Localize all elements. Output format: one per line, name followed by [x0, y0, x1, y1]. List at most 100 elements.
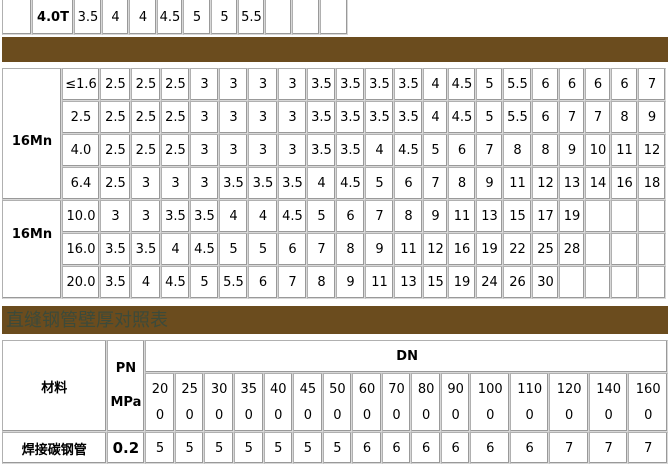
value-cell: 2.5 — [161, 68, 190, 101]
value-cell: 5 — [263, 432, 294, 464]
dn-value-line1: 50 — [329, 381, 346, 397]
value-cell: 15 — [503, 200, 532, 233]
mpa-label: MPa — [110, 395, 142, 410]
value-cell: 4 — [365, 134, 394, 167]
value-cell: 3 — [219, 68, 248, 101]
value-cell: 3.5 — [394, 101, 423, 134]
dn-value-line2: 0 — [274, 407, 283, 423]
value-cell: 3.5 — [307, 134, 336, 167]
dn-value-cell: 70 0 — [381, 373, 412, 432]
value-cell: 3.5 — [307, 68, 336, 101]
value-cell — [611, 266, 638, 299]
value-cell: 26 — [503, 266, 532, 299]
dn-value-cell: 80 0 — [411, 373, 441, 432]
value-cell: 2.5 — [131, 134, 161, 167]
value-cell: 3.5 — [336, 134, 365, 167]
pn-cell: 16.0 — [62, 233, 100, 266]
value-cell: 4.5 — [190, 233, 219, 266]
value-cell: 5.5 — [503, 101, 532, 134]
value-cell — [585, 266, 611, 299]
pn-header: PN MPa — [106, 340, 146, 432]
dn-value-line2: 0 — [421, 407, 431, 423]
value-cell: 3 — [248, 134, 278, 167]
dn-value-line1: 35 — [240, 381, 258, 397]
value-cell: 2.5 — [100, 134, 131, 167]
value-cell: 2.5 — [161, 101, 190, 134]
value-cell: 11 — [503, 167, 532, 200]
value-cell: 3 — [278, 134, 307, 167]
dn-value-line2: 0 — [525, 407, 534, 423]
value-cell: 5 — [204, 432, 234, 464]
value-cell: 4.5 — [161, 266, 190, 299]
value-cell: 22 — [503, 233, 532, 266]
value-cell: 7 — [476, 134, 503, 167]
value-cell: 3.5 — [365, 68, 394, 101]
value-cell — [638, 266, 666, 299]
value-cell: 3 — [100, 200, 131, 233]
header-row: 材料 PN MPa DN — [2, 340, 668, 432]
value-cell: 9 — [423, 200, 448, 233]
value-cell: 9 — [476, 167, 503, 200]
value-cell: 16 — [611, 167, 638, 200]
value-cell: 6 — [278, 233, 307, 266]
value-cell: 6 — [394, 167, 423, 200]
value-cell: 5 — [248, 233, 278, 266]
dn-value-line2: 0 — [362, 407, 372, 423]
value-cell: 3 — [219, 101, 248, 134]
value-cell: 3.5 — [248, 167, 278, 200]
value-cell: 4.5 — [448, 101, 476, 134]
value-cell: 2.5 — [100, 101, 131, 134]
value-cell: 5 — [233, 432, 264, 464]
table-row: 4.0 2.5 2.5 2.5 3 3 3 3 3.5 3.5 4 4.5 5 6 7 8 8 9 10 11 12 — [2, 134, 666, 167]
dn-value-line1: 40 — [270, 381, 287, 397]
dn-value-cell: 40 0 — [263, 373, 294, 432]
dn-value-line1: 90 — [447, 381, 464, 397]
dn-value-cell: 90 0 — [440, 373, 471, 432]
dn-value-line2: 0 — [565, 407, 574, 423]
value-cell: 4.5 — [336, 167, 365, 200]
dn-value-line1: 25 — [181, 381, 198, 397]
dn-value-cell: 60 0 — [352, 373, 382, 432]
value-cell: 11 — [448, 200, 476, 233]
value-cell: 9 — [638, 101, 666, 134]
material-cell: 焊接碳钢管 — [2, 432, 107, 464]
dn-value-cell: 25 0 — [174, 373, 205, 432]
value-cell: 7 — [559, 101, 585, 134]
value-cell: 5 — [145, 432, 175, 464]
dn-value-line2: 0 — [303, 407, 313, 423]
value-cell: 13 — [559, 167, 585, 200]
value-cell — [320, 0, 348, 35]
value-cell: 4.5 — [394, 134, 423, 167]
value-cell: 2.5 — [100, 167, 131, 200]
value-cell: 13 — [394, 266, 423, 299]
top-table-fragment: 4.0T 3.5 4 4 4.5 5 5 5.5 — [2, 0, 348, 35]
value-cell: 3 — [278, 101, 307, 134]
value-cell: 9 — [336, 266, 365, 299]
dn-value-line1: 160 — [635, 381, 661, 397]
value-cell — [611, 200, 638, 233]
dn-value-line2: 0 — [644, 407, 653, 423]
value-cell: 4 — [131, 266, 161, 299]
dn-value-line1: 100 — [477, 381, 503, 397]
value-cell: 5.5 — [238, 0, 265, 35]
value-cell: 6 — [532, 68, 559, 101]
value-cell: 9 — [365, 233, 394, 266]
value-cell — [611, 233, 638, 266]
pn-label: PN — [115, 361, 137, 376]
value-cell: 4 — [161, 233, 190, 266]
value-cell: 3.5 — [190, 200, 219, 233]
pn-cell: 0.2 — [106, 432, 146, 464]
value-cell: 6 — [532, 101, 559, 134]
value-cell: 5 — [190, 266, 219, 299]
value-cell: 2.5 — [131, 101, 161, 134]
value-cell: 4.5 — [157, 0, 183, 35]
value-cell: 9 — [559, 134, 585, 167]
value-cell: 6 — [352, 432, 382, 464]
value-cell: 7 — [307, 233, 336, 266]
value-cell: 5.5 — [503, 68, 532, 101]
dn-value-cell: 20 0 — [145, 373, 175, 432]
section-divider — [2, 37, 668, 62]
value-cell: 17 — [532, 200, 559, 233]
value-cell — [292, 0, 320, 35]
value-cell: 8 — [448, 167, 476, 200]
